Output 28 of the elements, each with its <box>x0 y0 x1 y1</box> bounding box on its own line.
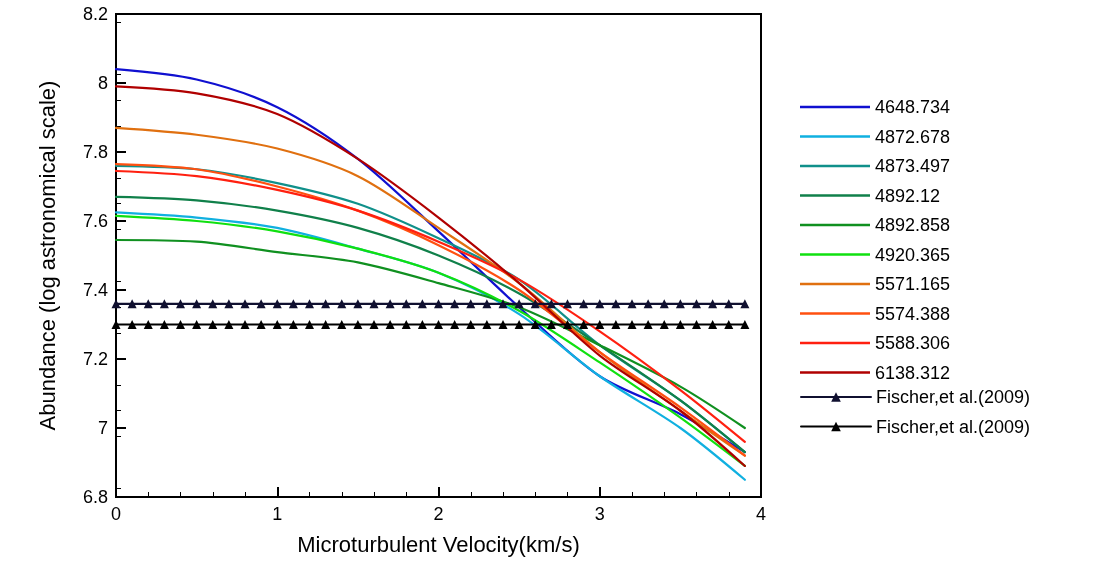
x-tick-label: 1 <box>272 504 283 524</box>
y-axis-title: Abundance (log astronomical scale) <box>34 80 60 431</box>
legend-label: 4892.12 <box>875 185 941 206</box>
legend-label: 6138.312 <box>875 362 951 383</box>
y-tick-label: 7 <box>97 418 108 438</box>
legend-label: 4892.858 <box>875 215 951 235</box>
legend-label: 5571.165 <box>875 274 951 294</box>
y-tick-label: 6.8 <box>82 487 108 507</box>
y-tick-label: 7.8 <box>82 142 108 162</box>
x-axis-title: Microturbulent Velocity(km/s) <box>297 531 580 557</box>
y-tick-label: 7.2 <box>82 349 108 369</box>
y-tick-label: 8.2 <box>82 4 108 24</box>
legend-label: 4648.734 <box>875 97 951 117</box>
y-tick-label: 8 <box>97 73 108 93</box>
legend-label: Fischer,et al.(2009) <box>876 387 1031 407</box>
x-tick-label: 2 <box>433 504 444 524</box>
legend-label: 5574.388 <box>875 303 951 324</box>
legend-label: 4920.365 <box>875 244 951 265</box>
line-series <box>114 238 746 430</box>
y-tick-label: 7.4 <box>82 280 108 300</box>
x-tick-label: 4 <box>755 504 767 524</box>
legend-label: 4872.678 <box>875 126 951 147</box>
legend-label: Fischer,et al.(2009) <box>876 416 1031 437</box>
y-tick-label: 7.6 <box>82 211 108 231</box>
x-tick-label: 3 <box>594 504 605 524</box>
x-tick-label: 0 <box>110 504 122 524</box>
legend-label: 4873.497 <box>875 156 951 176</box>
legend-label: 5588.306 <box>875 333 951 353</box>
